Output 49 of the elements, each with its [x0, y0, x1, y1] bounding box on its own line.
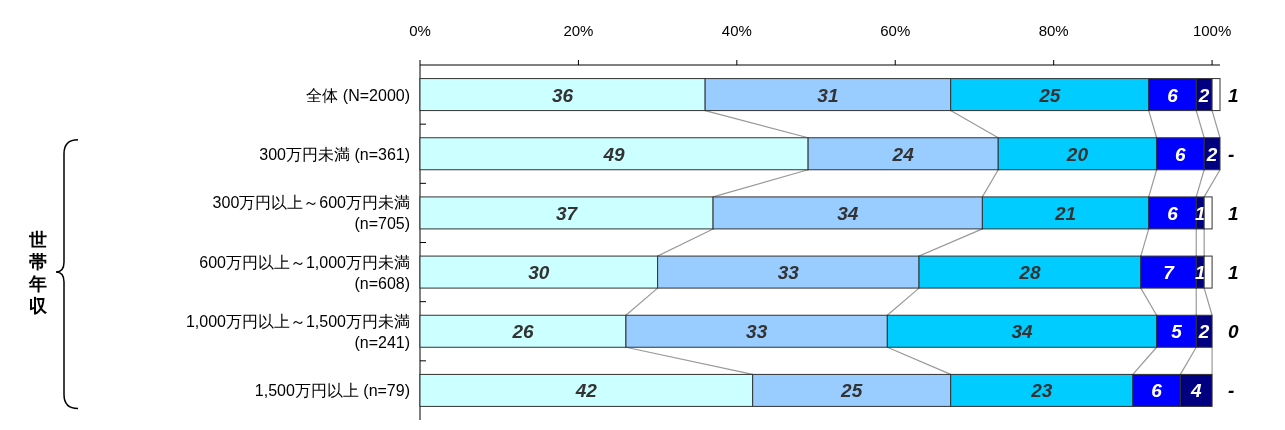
data-label: 1 — [1228, 84, 1239, 106]
data-label: 1 — [1194, 262, 1206, 284]
data-label: 1 — [1194, 202, 1206, 224]
data-label: 6 — [1167, 84, 1179, 106]
data-label: 0 — [1228, 321, 1239, 343]
data-label: 21 — [1053, 202, 1077, 224]
data-label: 1 — [1228, 202, 1239, 224]
data-label: 20 — [1065, 143, 1089, 165]
x-tick-label: 80% — [1038, 22, 1069, 39]
text: - — [1228, 143, 1235, 165]
x-tick-label: 60% — [880, 22, 911, 39]
data-label: 6 — [1151, 380, 1163, 402]
y-tick-label: 600万円以上～1,000万円未満 (n=608) — [199, 253, 410, 292]
y-tick-label: 300万円未満 (n=361) — [259, 145, 410, 163]
x-tick-label: 100% — [1192, 22, 1232, 39]
data-label: 31 — [817, 84, 839, 106]
y-tick-label: 300万円以上～600万円未満 (n=705) — [212, 194, 410, 233]
data-label: 34 — [1011, 321, 1033, 343]
data-label: 4 — [1189, 380, 1202, 402]
y-tick-label: 1,500万円以上 (n=79) — [254, 382, 410, 400]
data-label: 5 — [1171, 321, 1183, 343]
x-tick-label: 40% — [721, 22, 752, 39]
data-label: 1 — [1228, 262, 1239, 284]
data-label: 33 — [777, 262, 800, 284]
data-label: 42 — [574, 380, 598, 402]
data-label: 6 — [1175, 143, 1187, 165]
data-label: 26 — [511, 321, 534, 343]
y-tick-label: 全体 (N=2000) — [306, 86, 410, 104]
data-label: 25 — [840, 380, 863, 402]
data-label: 23 — [1030, 380, 1053, 402]
data-label: 33 — [746, 321, 768, 343]
x-tick-label: 20% — [563, 22, 594, 39]
data-label: 2 — [1205, 143, 1218, 165]
data-label: 30 — [528, 262, 550, 284]
data-label: 37 — [555, 202, 579, 224]
data-label: 6 — [1167, 202, 1179, 224]
data-label: 2 — [1197, 321, 1210, 343]
data-label: 34 — [837, 202, 859, 224]
data-label: 24 — [891, 143, 915, 165]
data-label: 25 — [1038, 84, 1061, 106]
x-tick-label: 0% — [409, 22, 431, 39]
y-tick-label: 1,000万円以上～1,500万円未満 (n=241) — [185, 312, 410, 351]
data-label: 36 — [552, 84, 574, 106]
data-label: 2 — [1197, 84, 1210, 106]
data-label: 49 — [602, 143, 626, 165]
text: - — [1228, 380, 1235, 402]
data-label: 28 — [1018, 262, 1041, 284]
data-label: 7 — [1163, 262, 1176, 284]
text: 世帯年収 — [28, 230, 48, 317]
